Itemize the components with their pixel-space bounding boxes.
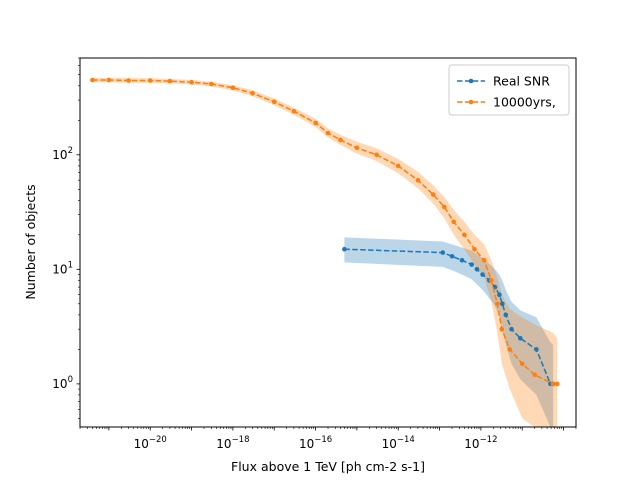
y-axis-label: Number of objects (23, 184, 38, 299)
legend-box (448, 64, 570, 116)
series-1-point (415, 177, 421, 183)
series-0-point (480, 272, 485, 277)
series-0-point (449, 253, 455, 259)
series-1-point (271, 99, 277, 105)
series-1-point (532, 372, 537, 378)
series-1-point (481, 258, 487, 263)
series-1-point (189, 79, 194, 85)
series-1-point (167, 78, 173, 84)
series-0-point (459, 258, 465, 263)
series-1-point (451, 219, 457, 225)
legend: Real SNR 10000yrs, (448, 64, 570, 116)
series-1-point (462, 232, 467, 238)
series-1-point (472, 246, 477, 252)
series-1-point (507, 347, 513, 352)
series-1-point (313, 120, 318, 126)
y-tick-label: 101 (52, 260, 73, 276)
series-1-point (495, 301, 500, 307)
x-axis-label: Flux above 1 TeV [ph cm-2 s-1] (231, 459, 425, 474)
series-1-point (550, 381, 556, 387)
series-1-point (325, 130, 331, 136)
series-0-point (500, 301, 505, 307)
series-1-point (442, 204, 447, 210)
series-1-point (354, 145, 360, 151)
series-1-point (554, 381, 560, 387)
series-0-point (497, 292, 502, 298)
series-1-point (209, 81, 214, 87)
legend-marker (468, 99, 474, 105)
series-0-point (518, 336, 523, 341)
series-1-point (147, 78, 153, 83)
series-1-point (126, 78, 131, 83)
series-1-point (499, 326, 505, 332)
series-1-point (395, 163, 401, 169)
series-1-point (291, 108, 297, 114)
y-tick-label: 100 (52, 375, 73, 391)
y-tick-label: 102 (52, 146, 73, 162)
plot-area (90, 77, 560, 427)
series-0-point (469, 262, 475, 267)
series-0-point (474, 267, 480, 272)
x-tick-label: 10−14 (382, 435, 415, 451)
legend-label: Real SNR (493, 74, 550, 89)
series-1-point (430, 192, 436, 197)
series-0-point (509, 326, 514, 332)
series-1-point (519, 361, 525, 367)
series-1-line (92, 79, 558, 385)
series-1-point (250, 90, 255, 96)
series-0-point (503, 312, 509, 318)
series-1-point (374, 152, 379, 158)
series-1-point (338, 137, 343, 143)
series-1-point (489, 278, 494, 283)
legend-label: 10000yrs, (493, 95, 556, 110)
series-1-point (90, 77, 95, 83)
series-0-point (534, 347, 539, 352)
axis-ticks: 10−20 10−18 10−16 10−14 10−12 100 101 102 (52, 57, 577, 451)
x-tick-label: 10−12 (464, 435, 497, 451)
x-tick-label: 10−16 (299, 435, 332, 451)
series-0-point (342, 246, 347, 252)
series-0-band (344, 237, 554, 427)
x-tick-label: 10−20 (134, 435, 167, 451)
series-1-point (230, 85, 236, 90)
legend-marker (468, 78, 474, 84)
series-group (90, 77, 560, 427)
series-1-point (106, 77, 112, 83)
series-0-point (440, 250, 446, 255)
x-tick-label: 10−18 (216, 435, 249, 451)
